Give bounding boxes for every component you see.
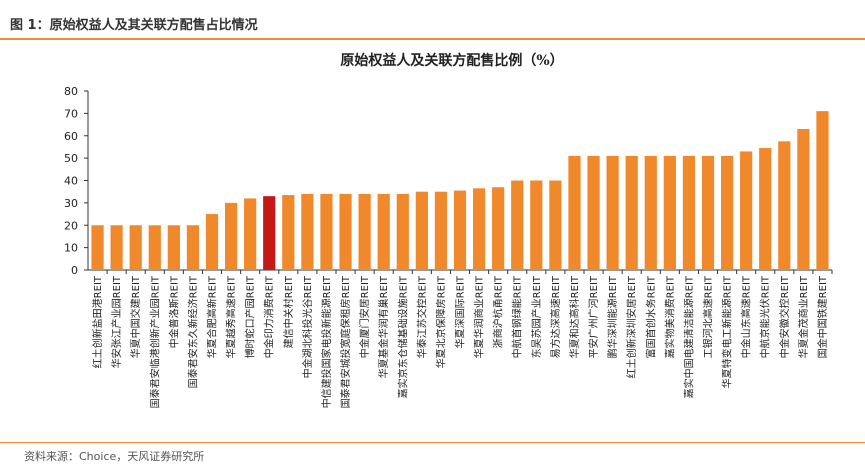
- bar: [205, 214, 219, 270]
- bar: [186, 225, 200, 270]
- bar: [816, 111, 829, 270]
- x-category-label: 工银河北高速REIT: [702, 275, 715, 358]
- y-tick-label: 60: [64, 130, 78, 143]
- x-category-label: 中金山东高速REIT: [740, 275, 753, 358]
- x-category-label: 中金安徽交控REIT: [778, 275, 791, 358]
- x-category-label: 国泰君安东久新经济REIT: [186, 275, 199, 388]
- x-category-label: 国泰君安城投宽庭保租房REIT: [339, 275, 352, 408]
- bar: [492, 187, 505, 270]
- bar: [244, 198, 257, 270]
- bar: [797, 129, 810, 270]
- x-category-label: 华夏金茂商业REIT: [797, 275, 810, 358]
- y-tick-label: 80: [64, 85, 78, 98]
- x-category-label: 华夏合肥高新REIT: [206, 275, 219, 358]
- x-category-label: 华夏基金华润有巢REIT: [377, 275, 390, 378]
- x-category-label: 中金厦门安居REIT: [358, 275, 371, 358]
- chart-title: 原始权益人及关联方配售比例（%）: [340, 52, 563, 69]
- bar: [472, 188, 486, 270]
- bar: [587, 155, 600, 270]
- bar: [320, 193, 333, 270]
- x-category-label: 红土创新盐田港REIT: [91, 275, 104, 368]
- x-category-label: 中金普洛斯REIT: [167, 275, 180, 348]
- x-category-label: 国金中国铁建REIT: [816, 275, 829, 358]
- x-category-label: 嘉实京东仓储基础设施REIT: [396, 275, 409, 398]
- y-tick-label: 30: [64, 197, 78, 210]
- figure-caption: 图 1：原始权益人及其关联方配售占比情况: [10, 18, 258, 33]
- x-category-label: 富国首创水务REIT: [644, 275, 657, 358]
- bar: [415, 191, 428, 270]
- x-category-label: 华夏深国际REIT: [454, 275, 467, 348]
- x-category-label: 中航首钢绿能REIT: [511, 275, 524, 358]
- bar: [720, 155, 734, 270]
- x-category-label: 鹏华深圳能源REIT: [606, 275, 619, 358]
- bar: [167, 225, 180, 270]
- footer-rule: [0, 442, 865, 443]
- y-tick-label: 70: [64, 107, 78, 120]
- x-category-label: 嘉实物美消费REIT: [663, 275, 676, 358]
- x-category-label: 华夏中国交建REIT: [129, 275, 142, 358]
- bar: [301, 193, 314, 270]
- header-rule: [0, 38, 865, 40]
- bar: [663, 155, 676, 270]
- x-category-label: 中金印力消费REIT: [263, 275, 276, 358]
- x-category-label: 中航京能光伏REIT: [759, 275, 772, 358]
- bar: [129, 225, 142, 270]
- bar: [434, 191, 448, 270]
- y-tick-label: 0: [71, 264, 78, 277]
- bar: [549, 180, 562, 270]
- x-category-label: 东吴苏园产业REIT: [530, 275, 543, 358]
- x-category-label: 华安张江产业园REIT: [110, 275, 123, 368]
- bar: [682, 155, 696, 270]
- bar: [606, 155, 619, 270]
- x-category-label: 红土创新深圳安居REIT: [625, 275, 638, 378]
- x-category-label: 中金湖北科投光谷REIT: [301, 275, 314, 378]
- bar: [110, 225, 123, 270]
- x-category-label: 中信建投国家电投新能源REIT: [320, 275, 333, 408]
- figure-source: 资料来源：Choice，天风证券研究所: [24, 450, 205, 463]
- x-category-label: 国泰君安临港创新产业园REIT: [148, 275, 161, 408]
- bar: [396, 193, 409, 270]
- x-category-label: 浙商沪杭甬REIT: [492, 275, 505, 348]
- bar: [91, 225, 104, 270]
- bar: [759, 148, 772, 270]
- x-category-label: 华泰江苏交控REIT: [415, 275, 428, 358]
- y-tick-label: 20: [64, 219, 78, 232]
- x-category-label: 建信中关村REIT: [282, 275, 295, 348]
- plot-area: 0 10 20 30 40 50 60 70 80 红土创新盐田港REIT 华安张江产业园REIT 华…: [64, 85, 833, 408]
- bar: [701, 155, 715, 270]
- bar: [530, 180, 543, 270]
- bar: [511, 180, 524, 270]
- bar-chart: 原始权益人及关联方配售比例（%） 0 10 20 30 40 50 60 70 80 红土创新盐田…: [64, 52, 833, 408]
- bar: [377, 193, 390, 270]
- bar: [740, 151, 753, 270]
- y-tick-label: 40: [64, 175, 78, 188]
- bar: [148, 225, 161, 270]
- x-category-label: 华夏和达高科REIT: [568, 275, 581, 358]
- bar: [282, 195, 295, 270]
- bar: [263, 196, 276, 270]
- bar: [778, 141, 791, 270]
- x-category-label: 嘉实中国电建清洁能源REIT: [682, 275, 695, 398]
- bar: [625, 155, 638, 270]
- x-category-label: 华夏越秀高速REIT: [225, 275, 238, 358]
- bar: [339, 193, 352, 270]
- bar: [453, 190, 467, 270]
- x-category-label: 博时蛇口产园REIT: [244, 275, 257, 358]
- x-category-label: 易方达深高速REIT: [549, 275, 562, 358]
- bar: [358, 193, 371, 270]
- bar: [644, 155, 657, 270]
- x-category-label: 平安广州广河REIT: [587, 275, 600, 358]
- x-category-label: 华夏华润商业REIT: [473, 275, 486, 358]
- bar: [224, 202, 238, 270]
- y-tick-label: 50: [64, 152, 78, 165]
- y-tick-label: 10: [64, 242, 78, 255]
- x-category-label: 华夏特变电工新能源REIT: [721, 275, 734, 388]
- x-category-label: 华夏北京保障房REIT: [434, 275, 447, 368]
- figure-header: 图 1：原始权益人及其关联方配售占比情况: [0, 0, 865, 34]
- bar: [568, 155, 581, 270]
